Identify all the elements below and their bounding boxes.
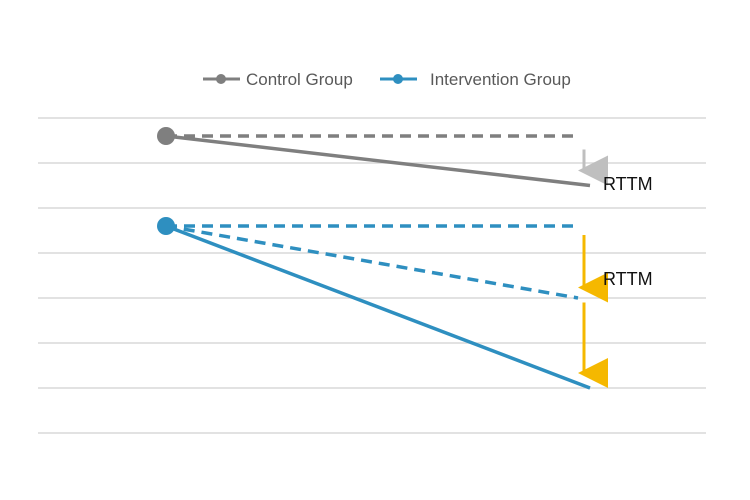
rttm-label-intervention: RTTM [603,269,653,289]
annotation-layer: RTTM RTTM [578,149,653,388]
rttm-label-control: RTTM [603,174,653,194]
control-solid-line [165,134,591,188]
legend-marker-intervention [393,74,403,84]
legend: Control Group Intervention Group [203,70,571,89]
intervention-solid-line [165,224,591,390]
control-start-point [157,127,175,145]
gridlines [38,117,706,434]
intervention-start-point [157,217,175,235]
legend-item-control: Control Group [203,70,353,89]
legend-label-control: Control Group [246,70,353,89]
intervention-dashed-lower-line [165,224,579,300]
legend-label-intervention: Intervention Group [430,70,571,89]
series-layer [157,127,591,390]
legend-item-intervention: Intervention Group [380,70,571,89]
legend-marker-control [216,74,226,84]
